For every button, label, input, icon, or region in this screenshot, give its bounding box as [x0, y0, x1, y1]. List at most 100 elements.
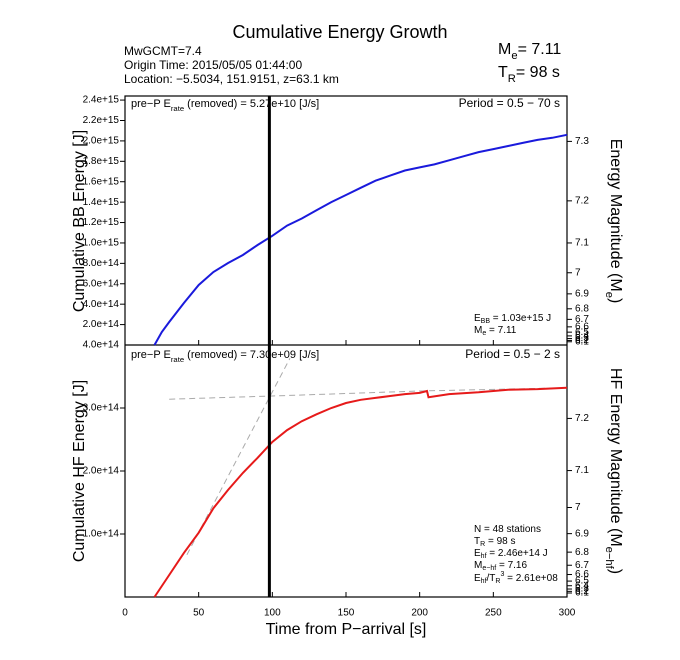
y-tick-label: 2.4e+15	[83, 95, 120, 106]
data-line	[153, 386, 568, 598]
annotation: Period = 0.5 − 2 s	[465, 347, 560, 361]
y-tick-label: 1.0e+14	[83, 529, 120, 540]
text-run: R	[480, 541, 485, 548]
y2-tick-label: 7	[575, 502, 581, 513]
text-run: pre−P E	[131, 349, 171, 361]
y2-tick-label: 6.4	[575, 331, 589, 342]
y2-tick-label: 6.7	[575, 314, 589, 325]
annotation: Ehf/TR3 = 2.61e+08	[474, 571, 558, 585]
y2-tick-label: 6.7	[575, 560, 589, 571]
text-run: pre−P E	[131, 98, 171, 110]
fit-line	[186, 357, 291, 556]
text-run: = 7.11	[486, 325, 517, 336]
text-run: )	[607, 298, 624, 303]
data-line	[153, 133, 568, 346]
text-run: = 2.46e+14 J	[487, 548, 548, 559]
text-run: 3	[500, 571, 504, 578]
text-run: hf	[481, 553, 487, 560]
text-run: hf	[481, 578, 487, 585]
y-tick-label: 2.0e+15	[83, 136, 120, 147]
annotation: Ehf = 2.46e+14 J	[474, 548, 548, 561]
y-axis-label: Cumulative BB Energy [J]	[71, 130, 88, 312]
y2-tick-label: 7.2	[575, 413, 589, 424]
text-run: e−hf	[482, 565, 496, 572]
fit-line	[169, 387, 568, 400]
text-run: e	[482, 330, 486, 337]
x-tick-label: 50	[193, 608, 205, 619]
text-run: = 98 s	[485, 536, 515, 547]
y2-tick-label: 7.3	[575, 136, 589, 147]
y2-tick-label: 7.2	[575, 195, 589, 206]
y-tick-label: 1.6e+15	[83, 176, 120, 187]
annotation: TR = 98 s	[474, 536, 515, 549]
tr-label: TR= 98 s	[498, 64, 560, 85]
text-run: Energy Magnitude (M	[607, 139, 624, 292]
x-tick-label: 0	[122, 608, 128, 619]
y2-tick-label: 6.3	[575, 584, 589, 595]
y2-tick-label: 6.3	[575, 333, 589, 344]
annotation: Period = 0.5 − 70 s	[459, 96, 560, 110]
y2-tick-label: 7.1	[575, 465, 589, 476]
y2-tick-label: 6.8	[575, 303, 589, 314]
y-tick-label: 2.0e+14	[83, 466, 120, 477]
y2-tick-label: 6.9	[575, 288, 589, 299]
text-run: (removed) = 7.30e+09 [J/s]	[184, 349, 319, 361]
text-run: E	[474, 313, 481, 324]
x-tick-label: 150	[338, 608, 355, 619]
text-run: E	[474, 573, 481, 584]
text-run: e	[511, 50, 517, 62]
text-run: M	[474, 325, 482, 336]
y2-tick-label: 6.2	[575, 586, 589, 597]
text-run: M	[498, 41, 511, 58]
y2-tick-label: 7	[575, 267, 581, 278]
text-run: Period = 0.5 − 70 s	[459, 96, 560, 110]
annotation: Me = 7.11	[474, 325, 517, 338]
text-run: rate	[171, 355, 184, 364]
y-tick-label: 1.0e+15	[83, 238, 120, 249]
x-tick-label: 300	[559, 608, 576, 619]
me-label: Me= 7.11	[498, 41, 561, 62]
y-tick-label: 4.0e+14	[83, 340, 120, 351]
text-run: HF Energy Magnitude (M	[607, 368, 624, 547]
y2-tick-label: 6.4	[575, 580, 589, 591]
x-tick-label: 250	[485, 608, 502, 619]
text-run: e−hf	[603, 547, 615, 570]
y-axis-label: Cumulative HF Energy [J]	[71, 380, 88, 562]
y2-axis-label: HF Energy Magnitude (Me−hf)	[603, 368, 624, 574]
y-tick-label: 2.0e+14	[83, 319, 120, 330]
y-tick-label: 8.0e+14	[83, 258, 120, 269]
text-run: E	[474, 548, 481, 559]
annotation: Me−hf = 7.16	[474, 560, 527, 573]
annotation: pre−P Erate (removed) = 7.30e+09 [J/s]	[131, 349, 319, 364]
x-tick-label: 100	[264, 608, 281, 619]
y-tick-label: 6.0e+14	[83, 278, 120, 289]
text-run: R	[495, 578, 500, 585]
y2-tick-label: 6.5	[575, 576, 589, 587]
y2-tick-label: 6.5	[575, 327, 589, 338]
text-run: )	[607, 569, 624, 574]
x-tick-label: 200	[411, 608, 428, 619]
y-tick-label: 1.2e+15	[83, 217, 120, 228]
text-run: R	[508, 73, 516, 85]
y2-tick-label: 6.6	[575, 569, 589, 580]
text-run: Period = 0.5 − 2 s	[465, 347, 560, 361]
annotation: pre−P Erate (removed) = 5.27e+10 [J/s]	[131, 98, 319, 113]
text-run: Time from P−arrival [s]	[266, 621, 427, 638]
text-run: (removed) = 5.27e+10 [J/s]	[184, 98, 319, 110]
y2-tick-label: 6.1	[575, 336, 589, 347]
y2-tick-label: 6.2	[575, 335, 589, 346]
y-tick-label: 4.0e+14	[83, 299, 120, 310]
text-run: BB	[481, 318, 491, 325]
y2-tick-label: 6.9	[575, 528, 589, 539]
y-tick-label: 2.2e+15	[83, 115, 120, 126]
y-tick-label: 3.0e+14	[83, 403, 120, 414]
header-line: Origin Time: 2015/05/05 01:44:00	[124, 58, 302, 72]
y2-tick-label: 6.1	[575, 588, 589, 599]
x-axis-label: Time from P−arrival [s]	[266, 621, 427, 638]
text-run: = 7.16	[496, 560, 527, 571]
header-line: MwGCMT=7.4	[124, 44, 202, 58]
text-run: = 98 s	[516, 64, 560, 81]
text-run: rate	[171, 104, 184, 113]
annotation: N = 48 stations	[474, 524, 541, 535]
